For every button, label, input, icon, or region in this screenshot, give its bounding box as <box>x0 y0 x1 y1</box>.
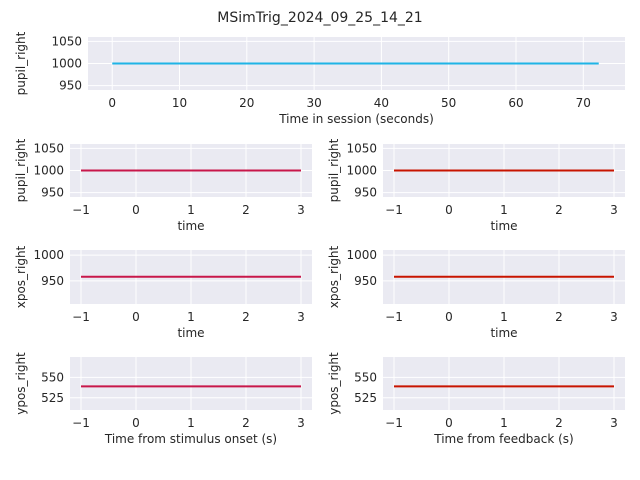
x-tick-label: −1 <box>385 310 403 324</box>
x-tick-label: 0 <box>108 96 116 110</box>
x-tick-label: 10 <box>172 96 187 110</box>
x-tick-label: 70 <box>576 96 591 110</box>
axes-stim-ypos: −1 0 1 2 3 525 550 Time from stimulus onset (s)… <box>14 352 312 446</box>
x-tick-label: −1 <box>72 203 90 217</box>
x-tick-label: 0 <box>445 203 453 217</box>
y-axis-label: ypos_right <box>14 352 28 415</box>
x-axis-label: Time in session (seconds) <box>278 112 434 126</box>
x-axis-label: Time from stimulus onset (s) <box>104 432 277 446</box>
y-tick-label: 1050 <box>33 141 64 155</box>
axes-stim-xpos: −1 0 1 2 3 950 1000 time xpos_right <box>14 245 312 340</box>
x-tick-label: 3 <box>610 416 618 430</box>
x-tick-label: −1 <box>72 310 90 324</box>
y-tick-label: 950 <box>59 79 82 93</box>
y-tick-label: 1000 <box>346 164 377 178</box>
x-tick-label: 2 <box>242 310 250 324</box>
x-tick-label: 1 <box>187 203 195 217</box>
y-tick-label: 1000 <box>33 248 64 262</box>
y-tick-label: 1050 <box>51 34 82 48</box>
y-tick-label: 525 <box>354 391 377 405</box>
x-tick-label: 3 <box>610 310 618 324</box>
x-tick-label: −1 <box>385 203 403 217</box>
x-tick-label: 3 <box>297 416 305 430</box>
y-tick-label: 1000 <box>346 248 377 262</box>
y-axis-label: xpos_right <box>14 245 28 308</box>
y-tick-label: 1000 <box>51 57 82 71</box>
x-tick-label: 2 <box>555 310 563 324</box>
axes-fb-xpos: −1 0 1 2 3 950 1000 time xpos_right <box>327 245 625 340</box>
x-tick-label: 1 <box>187 416 195 430</box>
y-tick-label: 950 <box>354 186 377 200</box>
axes-stim-pupil: −1 0 1 2 3 950 1000 1050 time pupil_right <box>14 138 312 233</box>
y-axis-label: pupil_right <box>14 31 28 95</box>
x-tick-label: 0 <box>132 416 140 430</box>
y-tick-label: 950 <box>354 274 377 288</box>
x-tick-label: −1 <box>72 416 90 430</box>
axes-fb-pupil: −1 0 1 2 3 950 1000 1050 time pupil_right <box>327 138 625 233</box>
figure-title: MSimTrig_2024_09_25_14_21 <box>217 10 422 26</box>
y-tick-label: 525 <box>41 391 64 405</box>
x-tick-label: 2 <box>555 416 563 430</box>
y-tick-label: 1000 <box>33 164 64 178</box>
x-tick-label: 3 <box>297 203 305 217</box>
x-tick-label: 2 <box>242 203 250 217</box>
x-tick-label: 40 <box>374 96 389 110</box>
x-tick-label: 1 <box>500 203 508 217</box>
x-tick-label: 30 <box>306 96 321 110</box>
x-axis-label: time <box>177 326 204 340</box>
x-tick-label: 3 <box>610 203 618 217</box>
y-tick-label: 950 <box>41 274 64 288</box>
y-axis-label: xpos_right <box>327 245 341 308</box>
x-tick-label: 0 <box>132 203 140 217</box>
x-tick-label: −1 <box>385 416 403 430</box>
x-tick-label: 50 <box>441 96 456 110</box>
x-tick-label: 3 <box>297 310 305 324</box>
y-tick-label: 1050 <box>346 141 377 155</box>
x-tick-label: 1 <box>187 310 195 324</box>
x-tick-label: 20 <box>239 96 254 110</box>
axes-session: 0 10 20 30 40 50 60 70 950 1000 1050 Time in sessio… <box>14 31 625 126</box>
y-tick-label: 550 <box>41 370 64 384</box>
x-tick-label: 2 <box>242 416 250 430</box>
y-axis-label: pupil_right <box>14 138 28 202</box>
y-axis-label: ypos_right <box>327 352 341 415</box>
x-axis-label: time <box>177 219 204 233</box>
x-tick-label: 0 <box>445 310 453 324</box>
x-tick-label: 60 <box>508 96 523 110</box>
y-tick-label: 950 <box>41 186 64 200</box>
y-tick-label: 550 <box>354 370 377 384</box>
x-axis-label: Time from feedback (s) <box>433 432 573 446</box>
x-tick-label: 2 <box>555 203 563 217</box>
axes-fb-ypos: −1 0 1 2 3 525 550 Time from feedback (s) ypos_r… <box>327 352 625 446</box>
y-axis-label: pupil_right <box>327 138 341 202</box>
x-tick-label: 1 <box>500 416 508 430</box>
x-axis-label: time <box>490 219 517 233</box>
x-tick-label: 0 <box>132 310 140 324</box>
x-tick-label: 0 <box>445 416 453 430</box>
x-tick-label: 1 <box>500 310 508 324</box>
x-axis-label: time <box>490 326 517 340</box>
